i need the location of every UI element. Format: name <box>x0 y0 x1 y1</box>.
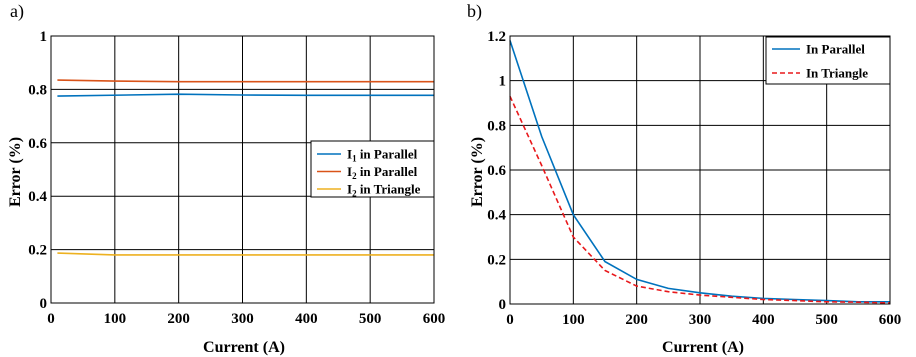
x-tick-label: 0 <box>506 312 514 328</box>
y-tick-label: 0 <box>499 297 507 313</box>
chart-b-legend-box <box>765 36 891 85</box>
legend-entry: I1 in Parallel <box>347 147 418 164</box>
x-tick-label: 300 <box>231 311 254 327</box>
y-tick-label: 1 <box>499 74 507 90</box>
chart-b-frame <box>509 35 891 305</box>
x-tick-label: 400 <box>752 312 775 328</box>
chart-b-xticks: 0 100 200 300 400 500 600 <box>506 312 901 328</box>
chart-b-xlabel: Current (A) <box>662 339 744 356</box>
y-tick-label: 0.6 <box>487 163 506 179</box>
y-tick-label: 0.2 <box>487 252 506 268</box>
chart-b-legend: In Parallel In Triangle <box>765 36 891 85</box>
x-tick-label: 600 <box>879 312 902 328</box>
chart-a-legend-box <box>310 140 435 198</box>
y-tick-label: 0.2 <box>28 243 47 259</box>
legend-entry: In Parallel <box>806 42 865 57</box>
chart-a-xlabel: Current (A) <box>203 339 285 356</box>
x-tick-label: 600 <box>423 311 446 327</box>
x-tick-label: 300 <box>689 312 712 328</box>
series-line <box>57 252 434 256</box>
chart-a-xticks: 0 100 200 300 400 500 600 <box>47 311 445 327</box>
x-tick-label: 100 <box>562 312 585 328</box>
legend-entry: I2 in Triangle <box>347 182 421 199</box>
series-line <box>57 79 434 83</box>
y-tick-label: 1.2 <box>487 29 506 45</box>
x-tick-label: 500 <box>359 311 382 327</box>
y-tick-label: 0 <box>40 296 48 312</box>
panel-b-label: b) <box>467 1 482 22</box>
x-tick-label: 200 <box>625 312 648 328</box>
y-tick-label: 0.8 <box>487 118 506 134</box>
x-tick-label: 400 <box>295 311 318 327</box>
x-tick-label: 100 <box>104 311 127 327</box>
y-tick-label: 0.6 <box>28 136 47 152</box>
y-tick-label: 1 <box>40 29 48 45</box>
chart-b-ylabel: Error (%) <box>469 137 486 207</box>
x-tick-label: 500 <box>815 312 838 328</box>
chart-a-ylabel: Error (%) <box>7 137 24 207</box>
chart-b: b) 0 100 200 300 400 500 600 0 0.2 0.4 0.6 0.8 1 1.2… <box>467 1 901 356</box>
y-tick-label: 0.4 <box>487 208 506 224</box>
chart-b-series <box>509 40 891 304</box>
legend-entry: I2 in Parallel <box>347 164 418 181</box>
chart-b-yticks: 0 0.2 0.4 0.6 0.8 1 1.2 <box>487 29 506 313</box>
panel-a-label: a) <box>10 1 24 22</box>
x-tick-label: 200 <box>167 311 190 327</box>
x-tick-label: 0 <box>47 311 55 327</box>
chart-a-yticks: 0 0.2 0.4 0.6 0.8 1 <box>28 29 47 312</box>
series-line <box>509 40 890 303</box>
y-tick-label: 0.4 <box>28 189 47 205</box>
y-tick-label: 0.8 <box>28 82 47 98</box>
chart-a: a) 0 100 200 300 400 500 600 0 0.2 0.4 0.6 0.8 1 Cu… <box>7 1 445 356</box>
series-line <box>57 93 434 97</box>
series-line <box>509 95 891 304</box>
legend-entry: In Triangle <box>806 66 868 81</box>
chart-a-series <box>57 79 434 256</box>
